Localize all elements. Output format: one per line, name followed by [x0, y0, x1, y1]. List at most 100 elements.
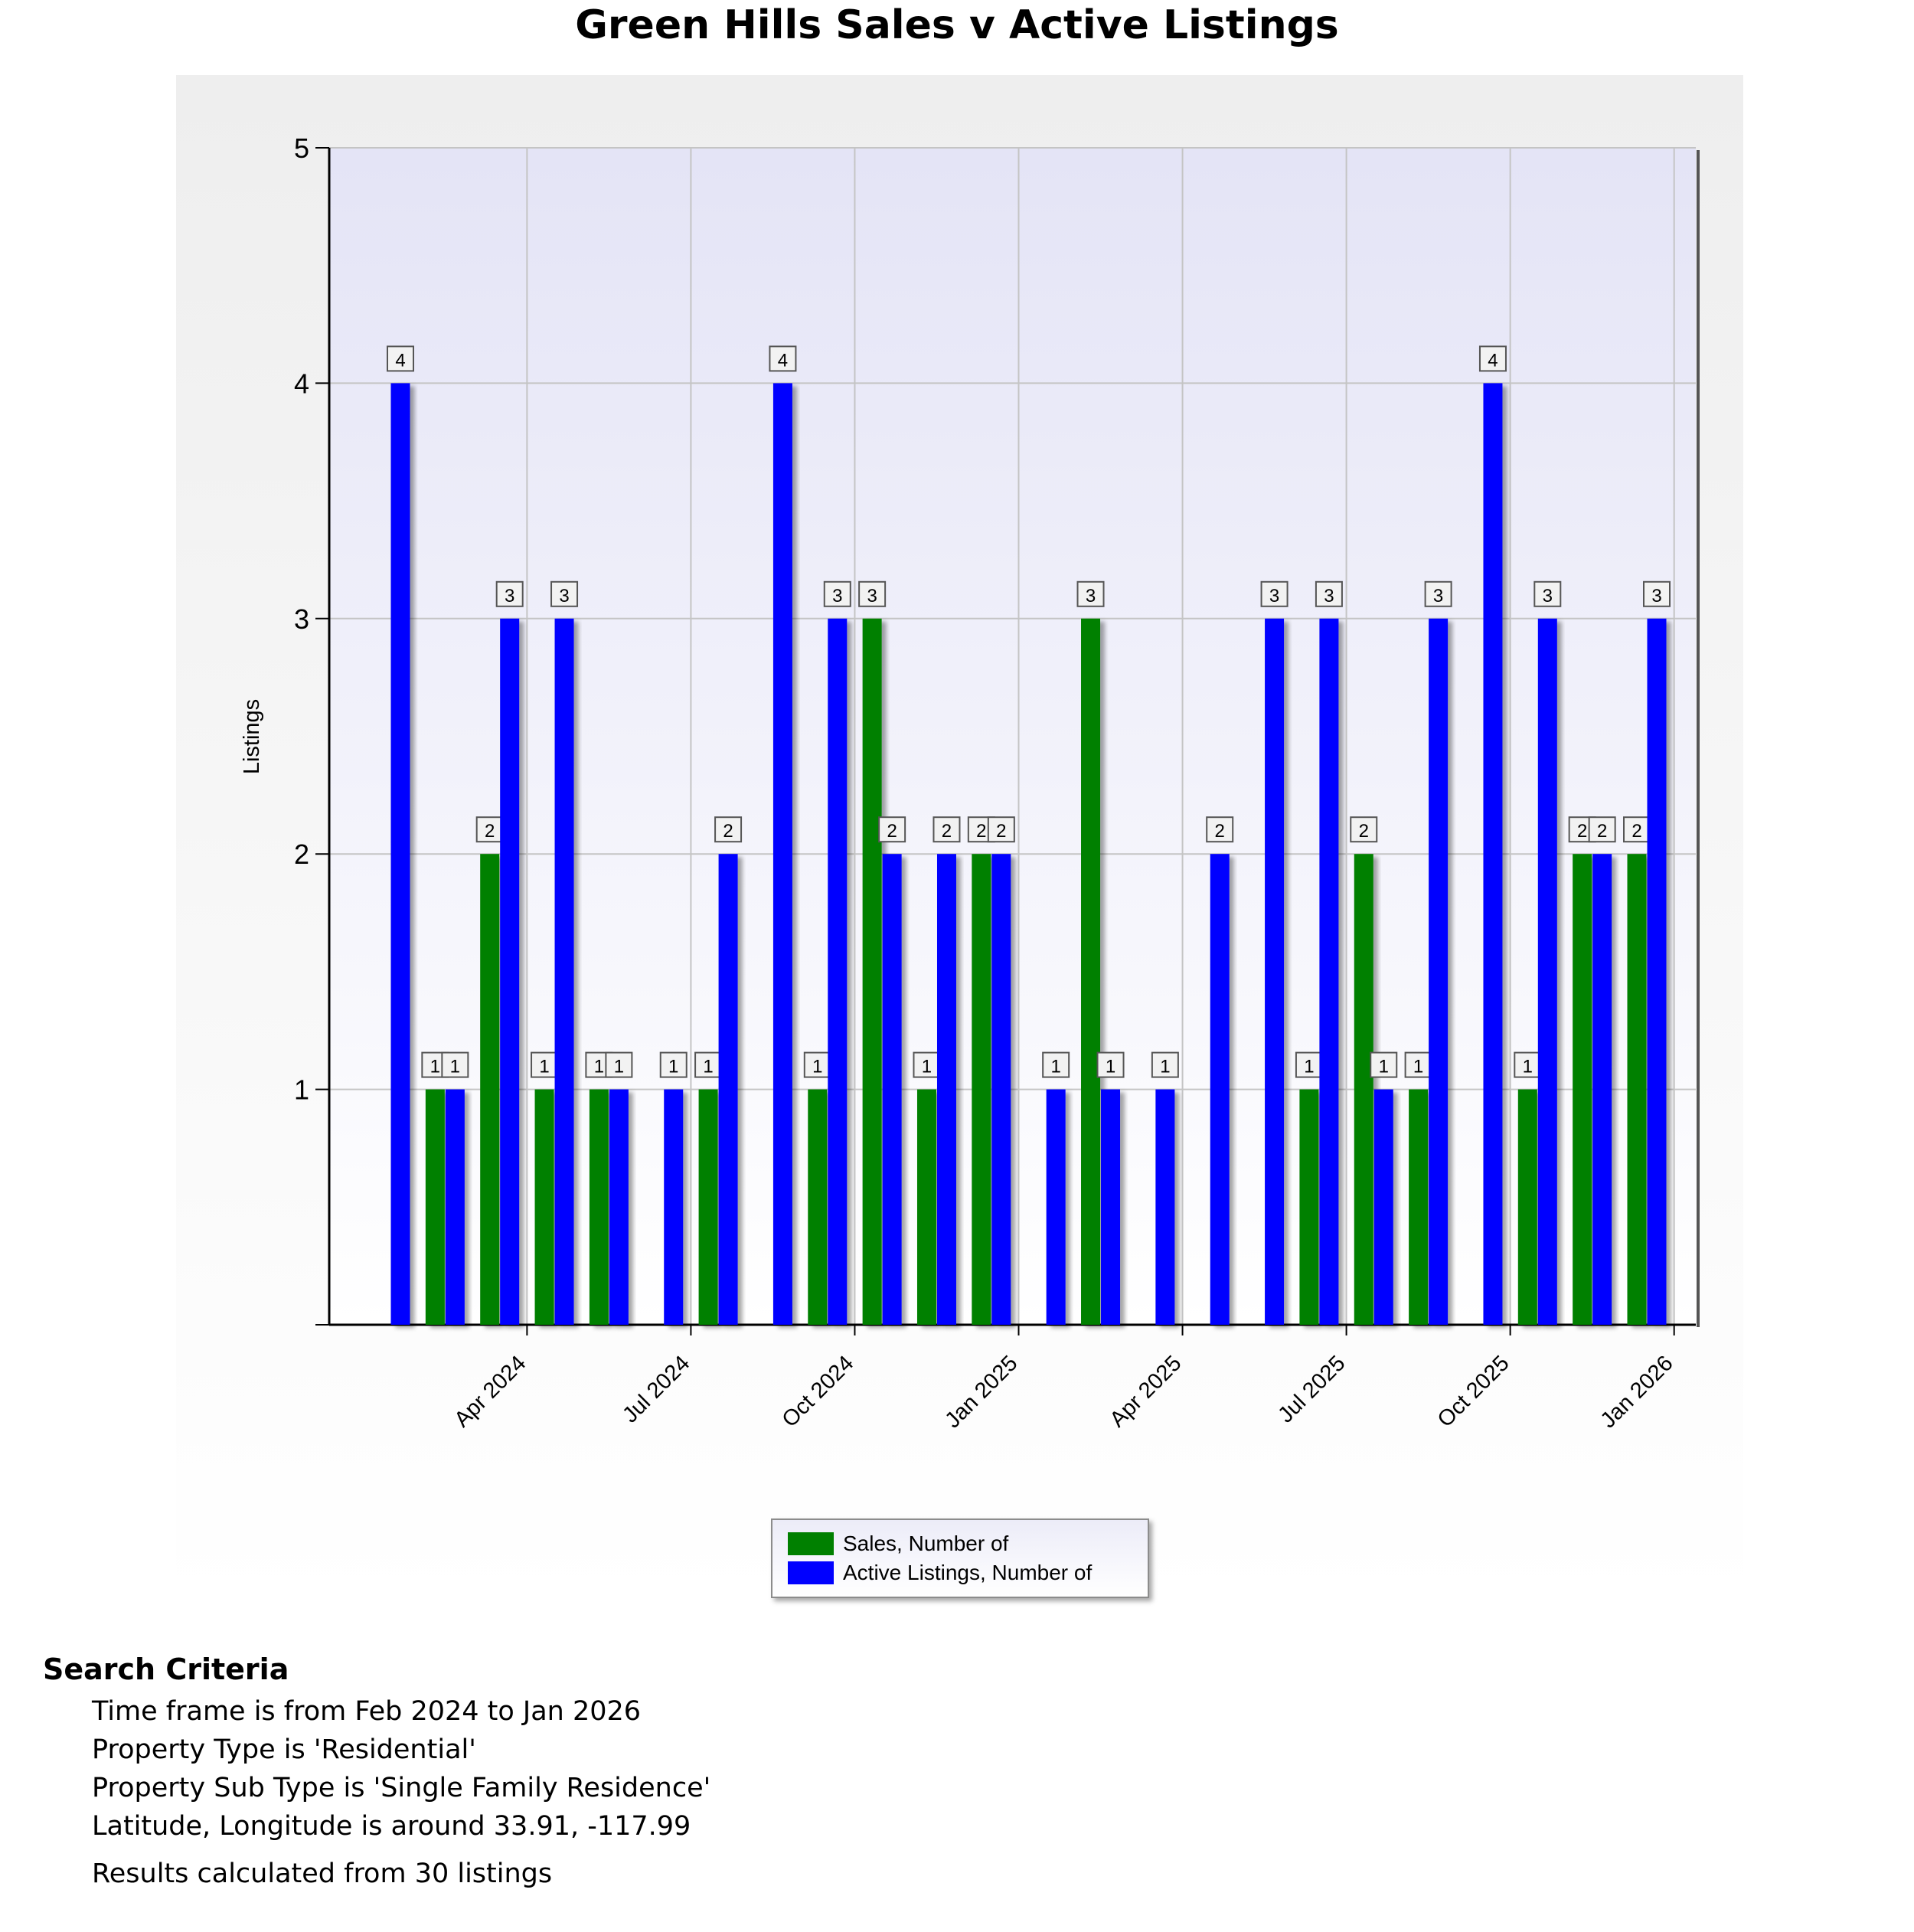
x-tick-label: Oct 2024 — [778, 1351, 859, 1432]
data-label: 1 — [1413, 1057, 1423, 1077]
data-label-box — [694, 1051, 723, 1078]
search-criteria: Search Criteria Time frame is from Feb 2… — [43, 1646, 710, 1893]
legend-label-active-listings: Active Listings, Number of — [843, 1561, 1093, 1584]
data-label: 3 — [1269, 586, 1279, 606]
bar-active-listings — [445, 1089, 465, 1325]
data-label-box — [1514, 1051, 1542, 1078]
chart-legend: Sales, Number of Active Listings, Number… — [771, 1518, 1149, 1598]
data-label: 1 — [703, 1057, 713, 1077]
bar-active-listings — [828, 618, 848, 1325]
data-label: 1 — [1160, 1057, 1170, 1077]
bar-sales — [589, 1089, 609, 1325]
data-label-box — [1315, 580, 1343, 607]
bar-active-listings — [1101, 1089, 1121, 1325]
bar-sales — [972, 854, 991, 1325]
data-label: 2 — [1631, 821, 1641, 842]
data-label-box — [933, 816, 961, 843]
data-label-box — [1424, 580, 1452, 607]
data-label-box — [1295, 1051, 1323, 1078]
data-label-box — [878, 816, 906, 843]
criteria-results-count: Results calculated from 30 listings — [92, 1858, 553, 1889]
bar-active-listings — [1647, 618, 1667, 1325]
data-label: 3 — [1433, 586, 1443, 606]
bar-sales — [1299, 1089, 1319, 1325]
data-label-box — [1042, 1051, 1070, 1078]
bar-sales — [862, 618, 882, 1325]
x-tick-label: Jul 2024 — [618, 1351, 694, 1427]
bar-active-listings — [936, 854, 956, 1325]
data-label: 1 — [594, 1057, 604, 1077]
bar-active-listings — [882, 854, 902, 1325]
data-label: 3 — [832, 586, 842, 606]
data-label-box — [1076, 580, 1105, 607]
bar-sales — [425, 1089, 445, 1325]
y-tick-label: 3 — [294, 603, 309, 635]
bar-sales — [1627, 854, 1647, 1325]
data-label: 2 — [976, 821, 986, 842]
bar-active-listings — [772, 383, 792, 1325]
data-label: 4 — [1488, 350, 1498, 371]
data-label-box — [913, 1051, 941, 1078]
bar-sales — [698, 1089, 718, 1325]
data-label-box — [987, 816, 1015, 843]
data-label-box — [714, 816, 743, 843]
data-label: 3 — [1324, 586, 1334, 606]
data-label-box — [659, 1051, 688, 1078]
y-tick-label: 4 — [294, 368, 309, 399]
legend-item-sales: Sales, Number of — [788, 1529, 1008, 1558]
bar-active-listings — [1319, 618, 1339, 1325]
data-label: 1 — [1304, 1057, 1314, 1077]
x-tick-label: Apr 2024 — [449, 1351, 531, 1432]
bar-sales — [808, 1089, 828, 1325]
x-tick-label: Jan 2025 — [940, 1351, 1022, 1433]
bar-active-listings — [1265, 618, 1285, 1325]
data-label: 1 — [430, 1057, 440, 1077]
data-label: 1 — [1050, 1057, 1060, 1077]
bar-sales — [1354, 854, 1373, 1325]
x-tick-label: Jul 2025 — [1273, 1351, 1350, 1427]
bar-active-listings — [554, 618, 574, 1325]
bar-sales — [1081, 618, 1101, 1325]
data-label-box — [1350, 816, 1378, 843]
data-label-box — [858, 580, 887, 607]
bar-active-listings — [1537, 618, 1557, 1325]
y-axis-label: Listings — [240, 699, 264, 774]
data-label-box — [387, 345, 414, 372]
data-label: 1 — [922, 1057, 932, 1077]
data-label-box — [1478, 345, 1507, 372]
data-label-box — [1206, 816, 1234, 843]
data-label: 1 — [1523, 1057, 1533, 1077]
criteria-property-sub-type: Property Sub Type is 'Single Family Resi… — [92, 1773, 711, 1803]
bar-sales — [1517, 1089, 1537, 1325]
data-label-box — [441, 1051, 469, 1078]
chart-title: Green Hills Sales v Active Listings — [575, 2, 1339, 48]
bar-active-listings — [664, 1089, 684, 1325]
bar-active-listings — [991, 854, 1011, 1325]
bar-sales — [534, 1089, 554, 1325]
x-tick-label: Oct 2025 — [1433, 1351, 1514, 1432]
data-label-box — [1096, 1051, 1125, 1078]
bar-active-listings — [1592, 854, 1612, 1325]
data-label: 2 — [1577, 821, 1587, 842]
data-label-box — [769, 345, 797, 372]
data-label: 4 — [395, 350, 405, 371]
data-label: 1 — [450, 1057, 460, 1077]
data-label-box — [605, 1051, 633, 1078]
data-label-box — [1588, 816, 1616, 843]
data-label: 1 — [1106, 1057, 1115, 1077]
data-label: 2 — [1597, 821, 1607, 842]
x-tick-label: Apr 2025 — [1106, 1351, 1187, 1432]
data-label-box — [475, 816, 504, 843]
legend-item-active-listings: Active Listings, Number of — [788, 1558, 1092, 1587]
data-label: 2 — [887, 821, 897, 842]
bar-active-listings — [1046, 1089, 1066, 1325]
data-label-box — [1260, 580, 1289, 607]
bar-active-listings — [390, 383, 410, 1325]
search-criteria-heading: Search Criteria — [43, 1652, 289, 1686]
bar-active-listings — [1483, 383, 1503, 1325]
data-label: 1 — [614, 1057, 624, 1077]
bar-sales — [1573, 854, 1592, 1325]
data-label: 3 — [1086, 586, 1096, 606]
y-tick-label: 5 — [294, 132, 309, 164]
data-label-box — [1370, 1051, 1398, 1078]
